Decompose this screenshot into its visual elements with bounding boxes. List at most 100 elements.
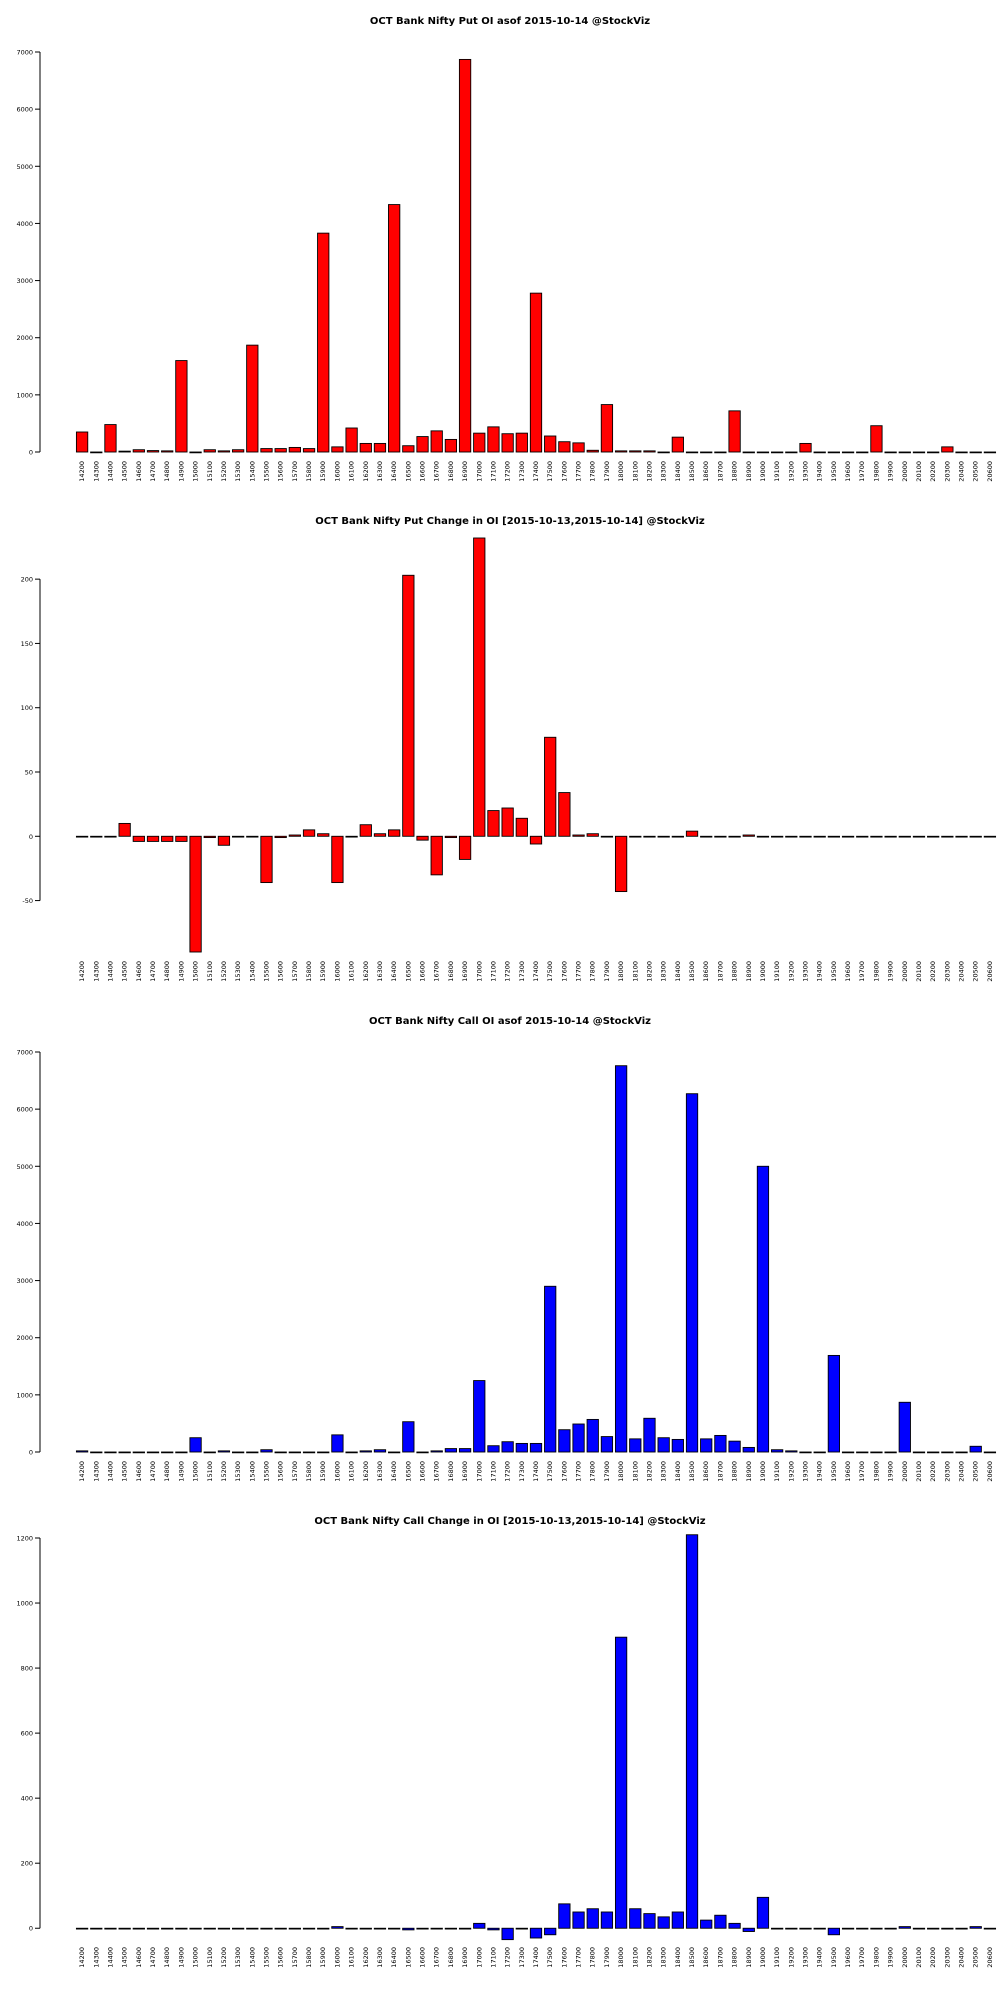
x-tick-label: 20400: [958, 461, 966, 482]
bar: [458, 58, 472, 453]
bar: [175, 1927, 188, 1930]
x-tick-label: 15000: [192, 961, 200, 982]
x-tick-label: 14700: [149, 1461, 157, 1482]
x-tick-label: 17400: [532, 461, 540, 482]
bar: [572, 1911, 585, 1929]
bar: [331, 1434, 344, 1453]
x-tick-label: 17300: [518, 1461, 526, 1482]
y-tick-label: 200: [21, 1860, 33, 1868]
bar: [388, 1451, 401, 1454]
bar: [771, 451, 784, 454]
bar: [231, 449, 245, 453]
bar: [912, 451, 926, 454]
bar: [231, 1927, 245, 1930]
bar: [586, 1908, 599, 1929]
x-tick-label: 17500: [546, 1461, 554, 1482]
x-tick-label: 16700: [433, 461, 441, 482]
bar: [331, 446, 344, 453]
bar: [75, 835, 89, 838]
x-tick-label: 18000: [617, 461, 625, 482]
y-tick-label: 6000: [16, 1106, 33, 1114]
x-tick-label: 15100: [206, 961, 214, 982]
bar: [473, 1922, 486, 1929]
x-tick-label: 19200: [787, 961, 795, 982]
bar: [104, 1451, 117, 1454]
y-tick-label: 7000: [16, 49, 33, 57]
x-tick-label: 18200: [645, 961, 653, 982]
bar: [671, 1911, 684, 1929]
x-tick-label: 17800: [589, 961, 597, 982]
x-tick-label: 15900: [319, 461, 327, 482]
bar: [756, 1165, 770, 1453]
bar: [870, 1451, 883, 1454]
bar: [629, 1438, 642, 1453]
bar: [274, 1451, 287, 1454]
x-tick-label: 16700: [433, 1947, 441, 1968]
bar: [614, 835, 628, 893]
bar: [643, 835, 656, 838]
chart-title: OCT Bank Nifty Call Change in OI [2015-1…: [314, 1516, 705, 1527]
x-tick-label: 19300: [802, 461, 810, 482]
x-tick-label: 16900: [461, 961, 469, 982]
bar: [657, 1437, 670, 1453]
bar: [161, 1927, 174, 1930]
bar: [898, 835, 911, 838]
bar: [288, 1927, 301, 1930]
x-tick-label: 17900: [603, 461, 611, 482]
x-tick-label: 20300: [943, 1947, 951, 1968]
bar: [771, 1927, 784, 1930]
put-oi-chart: OCT Bank Nifty Put OI asof 2015-10-14 @S…: [16, 16, 997, 482]
x-tick-label: 18500: [688, 961, 696, 982]
x-tick-label: 18000: [617, 961, 625, 982]
x-tick-label: 14800: [163, 1947, 171, 1968]
bar: [785, 1450, 798, 1453]
bar: [430, 1450, 443, 1453]
x-tick-label: 16900: [461, 1461, 469, 1482]
x-tick-label: 16200: [362, 461, 370, 482]
x-tick-label: 19500: [830, 1461, 838, 1482]
x-tick-label: 18300: [660, 1947, 668, 1968]
x-tick-label: 19700: [858, 1461, 866, 1482]
x-tick-label: 16100: [348, 1947, 356, 1968]
x-tick-label: 19000: [759, 961, 767, 982]
x-tick-label: 19400: [816, 1947, 824, 1968]
bar: [458, 1448, 472, 1453]
x-tick-label: 18400: [674, 1461, 682, 1482]
x-tick-label: 15800: [305, 961, 313, 982]
bar: [941, 1451, 954, 1454]
bar: [345, 1927, 358, 1930]
bar: [955, 835, 968, 838]
bar: [870, 835, 883, 838]
bar: [572, 1423, 585, 1453]
x-tick-label: 20200: [929, 961, 937, 982]
bar: [217, 1450, 231, 1453]
y-tick-label: -50: [22, 897, 33, 905]
y-tick-label: 400: [21, 1795, 33, 1803]
bar: [969, 1445, 982, 1453]
x-tick-label: 19200: [787, 1947, 795, 1968]
bar: [600, 404, 614, 453]
x-tick-label: 17100: [489, 1947, 497, 1968]
bar: [75, 1450, 89, 1453]
bar: [458, 835, 472, 860]
bar: [132, 1451, 145, 1454]
x-tick-label: 18100: [631, 961, 639, 982]
x-tick-label: 15000: [192, 1461, 200, 1482]
x-tick-label: 15500: [262, 1947, 270, 1968]
x-tick-label: 17600: [560, 461, 568, 482]
x-tick-label: 15800: [305, 1947, 313, 1968]
x-tick-label: 18100: [631, 1461, 639, 1482]
x-tick-label: 14700: [149, 461, 157, 482]
bar: [529, 1927, 543, 1939]
bar: [742, 1927, 755, 1932]
bar: [529, 835, 543, 845]
x-tick-label: 18900: [745, 1947, 753, 1968]
x-tick-label: 16800: [447, 461, 455, 482]
x-tick-label: 14400: [106, 1461, 114, 1482]
x-tick-label: 14200: [78, 1947, 86, 1968]
x-tick-label: 16400: [390, 461, 398, 482]
x-tick-label: 19400: [816, 461, 824, 482]
x-tick-label: 19100: [773, 461, 781, 482]
x-tick-label: 19800: [872, 461, 880, 482]
bar: [927, 1451, 940, 1454]
